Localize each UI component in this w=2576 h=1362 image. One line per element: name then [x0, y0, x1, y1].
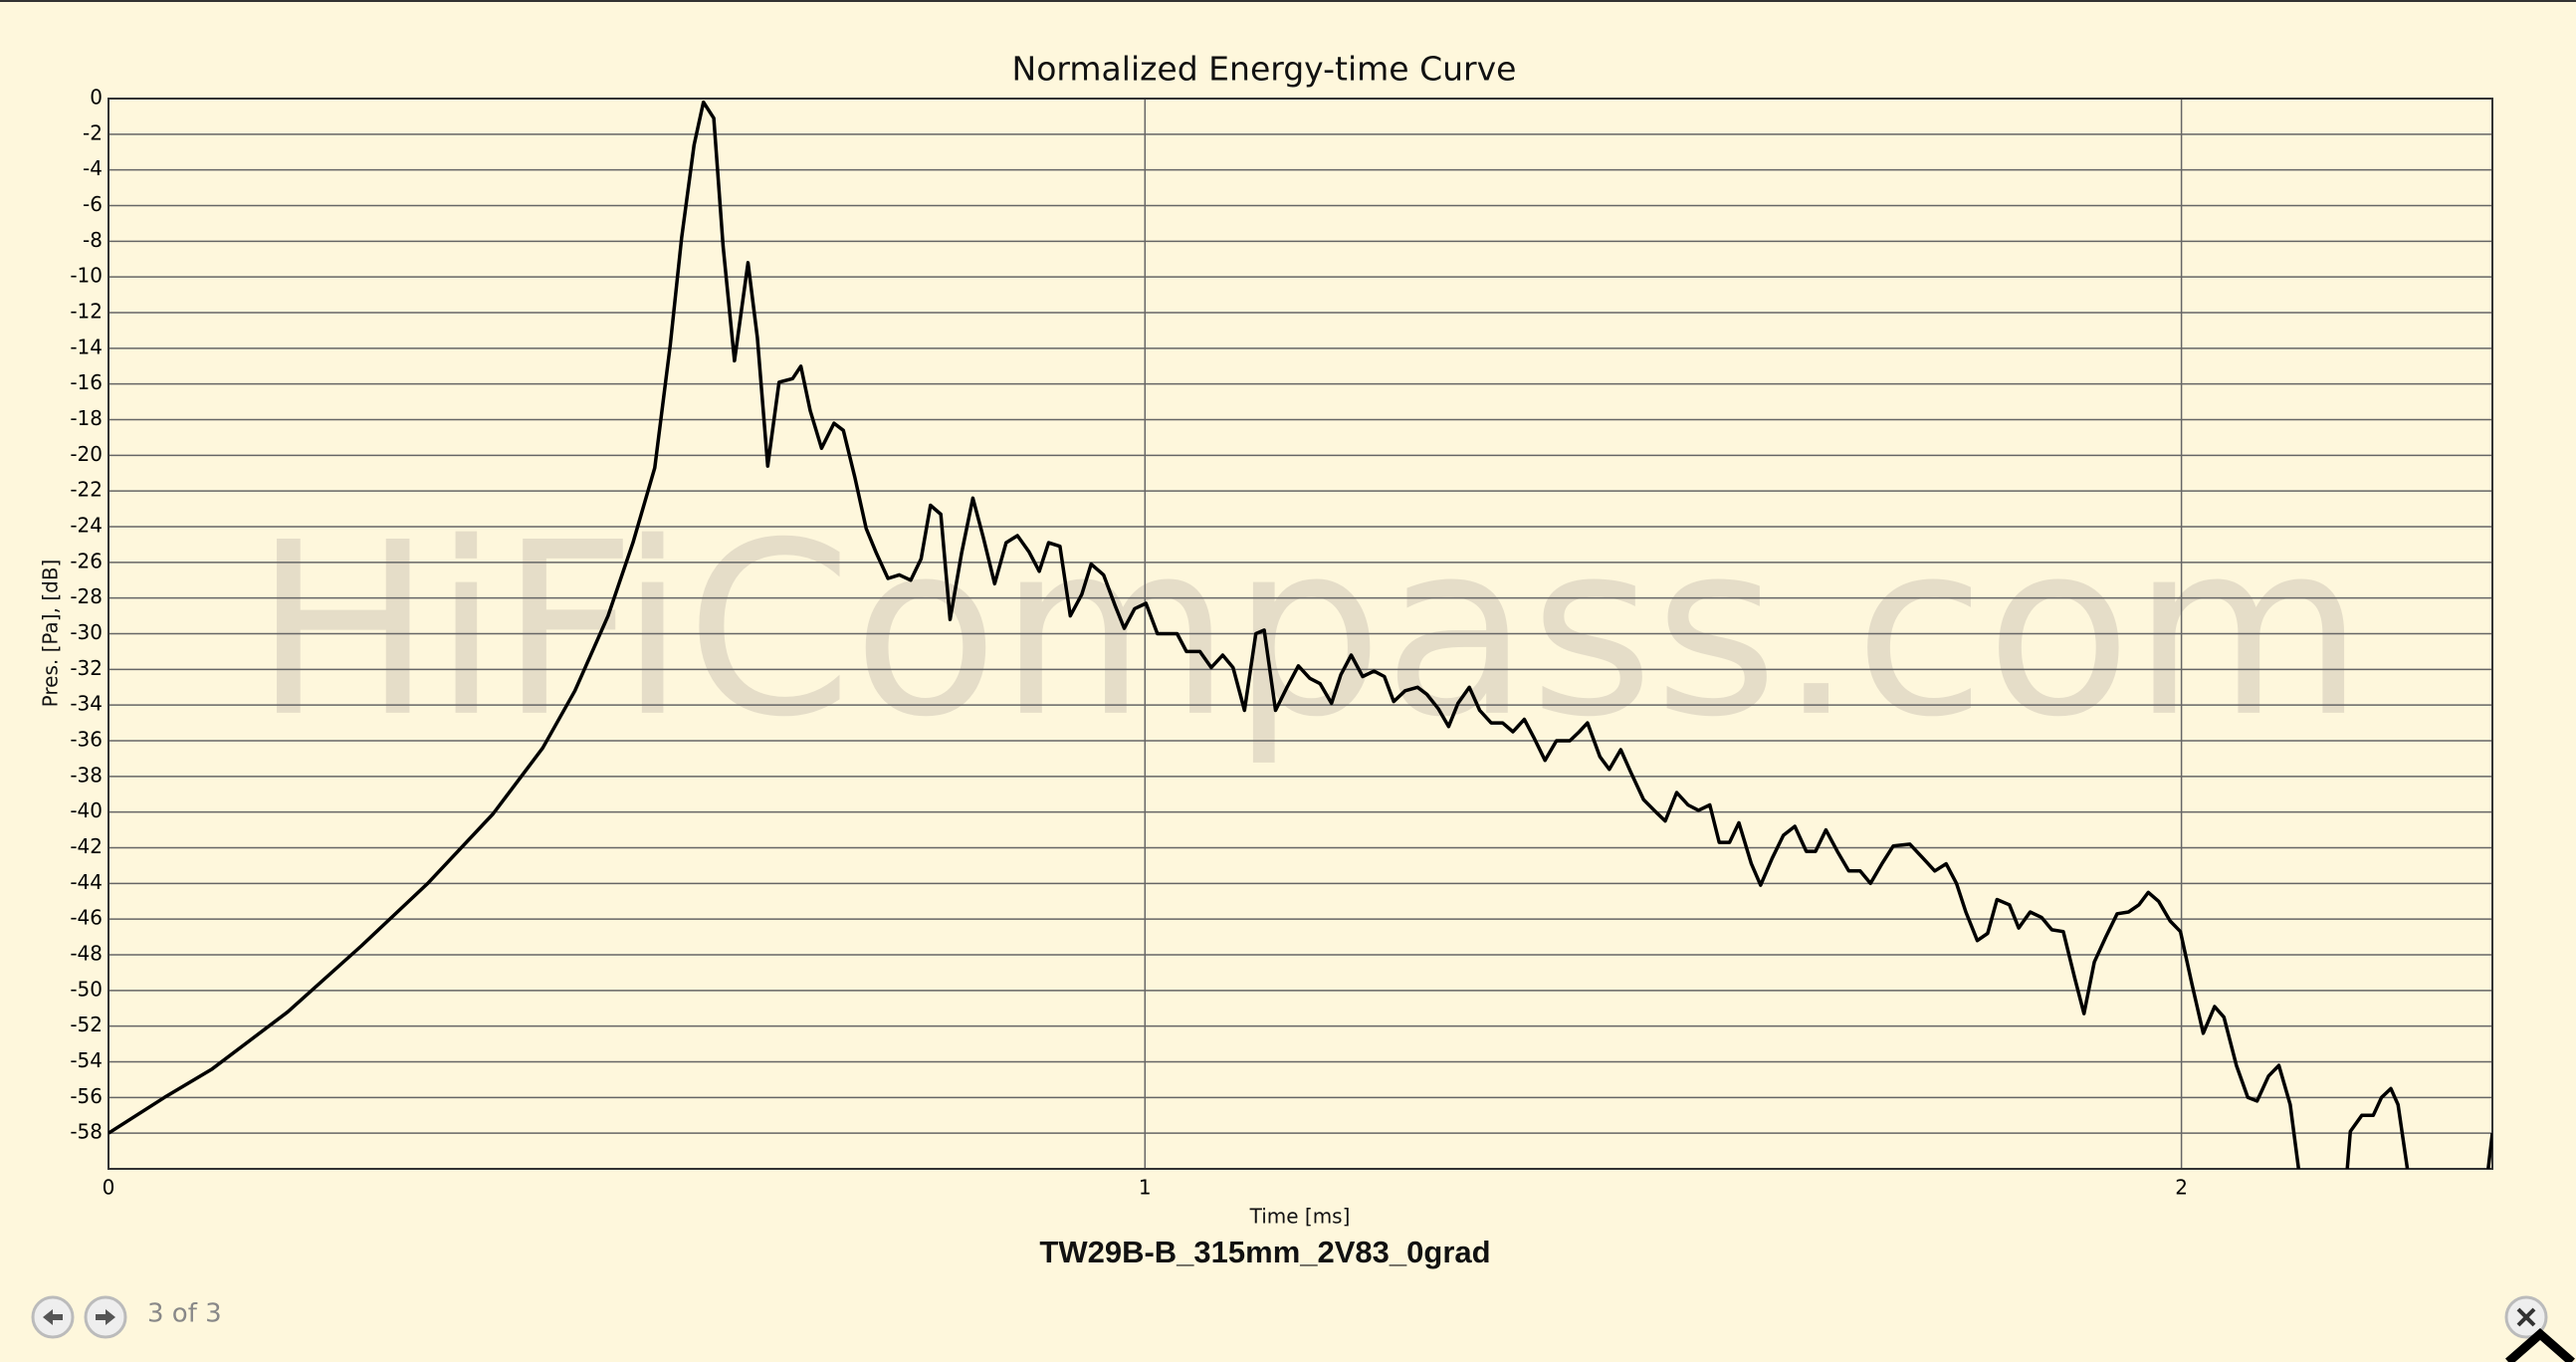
prev-icon: [43, 1309, 63, 1325]
y-tick-label: -2: [83, 120, 103, 144]
y-tick-label: -30: [70, 620, 103, 644]
y-tick-label: -26: [70, 549, 103, 572]
y-tick-label: -46: [70, 906, 103, 930]
x-axis-label: Time [ms]: [1249, 1205, 1351, 1229]
x-tick-label: 2: [2175, 1176, 2188, 1200]
y-tick-label: -12: [70, 300, 103, 324]
y-tick-label: -24: [70, 514, 103, 538]
y-tick-label: -44: [70, 870, 103, 894]
nav: 3 of 3: [31, 1295, 2575, 1362]
y-tick-label: -50: [70, 977, 103, 1001]
close-icon: [2516, 1307, 2536, 1327]
y-axis-label: Pres. [Pa], [dB]: [39, 560, 63, 708]
y-tick-label: -54: [70, 1048, 103, 1072]
plot-border: [107, 98, 2493, 1170]
y-tick-label: -40: [70, 798, 103, 822]
y-tick-label: -20: [70, 442, 103, 466]
y-tick-label: -58: [70, 1120, 103, 1144]
x-tick-label: 1: [1139, 1176, 1152, 1200]
y-tick-label: 0: [90, 86, 103, 110]
y-tick-label: -32: [70, 656, 103, 680]
counter: 3 of 3: [147, 1299, 222, 1329]
chart-title: Normalized Energy-time Curve: [1012, 50, 1517, 89]
y-tick-label: -10: [70, 264, 103, 288]
next-icon: [96, 1309, 115, 1325]
y-tick-label: -38: [70, 763, 103, 787]
y-tick-label: -28: [70, 584, 103, 608]
data-line: [108, 100, 2492, 1169]
y-tick-label: -6: [83, 192, 103, 216]
y-tick-label: -22: [70, 478, 103, 502]
scroll-up-icon[interactable]: [2505, 1328, 2575, 1362]
y-tick-label: -16: [70, 370, 103, 394]
y-tick-label: -14: [70, 335, 103, 358]
x-tick-label: 0: [103, 1176, 115, 1200]
y-tick-label: -42: [70, 834, 103, 858]
watermark: HiFiCompass.com: [254, 491, 2365, 770]
y-tick-label: -4: [83, 156, 103, 180]
y-tick-label: -52: [70, 1013, 103, 1036]
y-tick-label: -8: [83, 228, 103, 252]
y-tick-label: -34: [70, 692, 103, 716]
y-tick-label: -36: [70, 728, 103, 752]
y-tick-label: -48: [70, 942, 103, 966]
chart-subtitle: TW29B-B_315mm_2V83_0grad: [1039, 1235, 1490, 1269]
plot: 0 -2 -4 -6 -8 -10 -12 -14 -16 -18 -20 -22 -24 -26 -28 -…: [70, 86, 2493, 1200]
y-tick-label: -18: [70, 406, 103, 430]
y-tick-label: -56: [70, 1084, 103, 1108]
